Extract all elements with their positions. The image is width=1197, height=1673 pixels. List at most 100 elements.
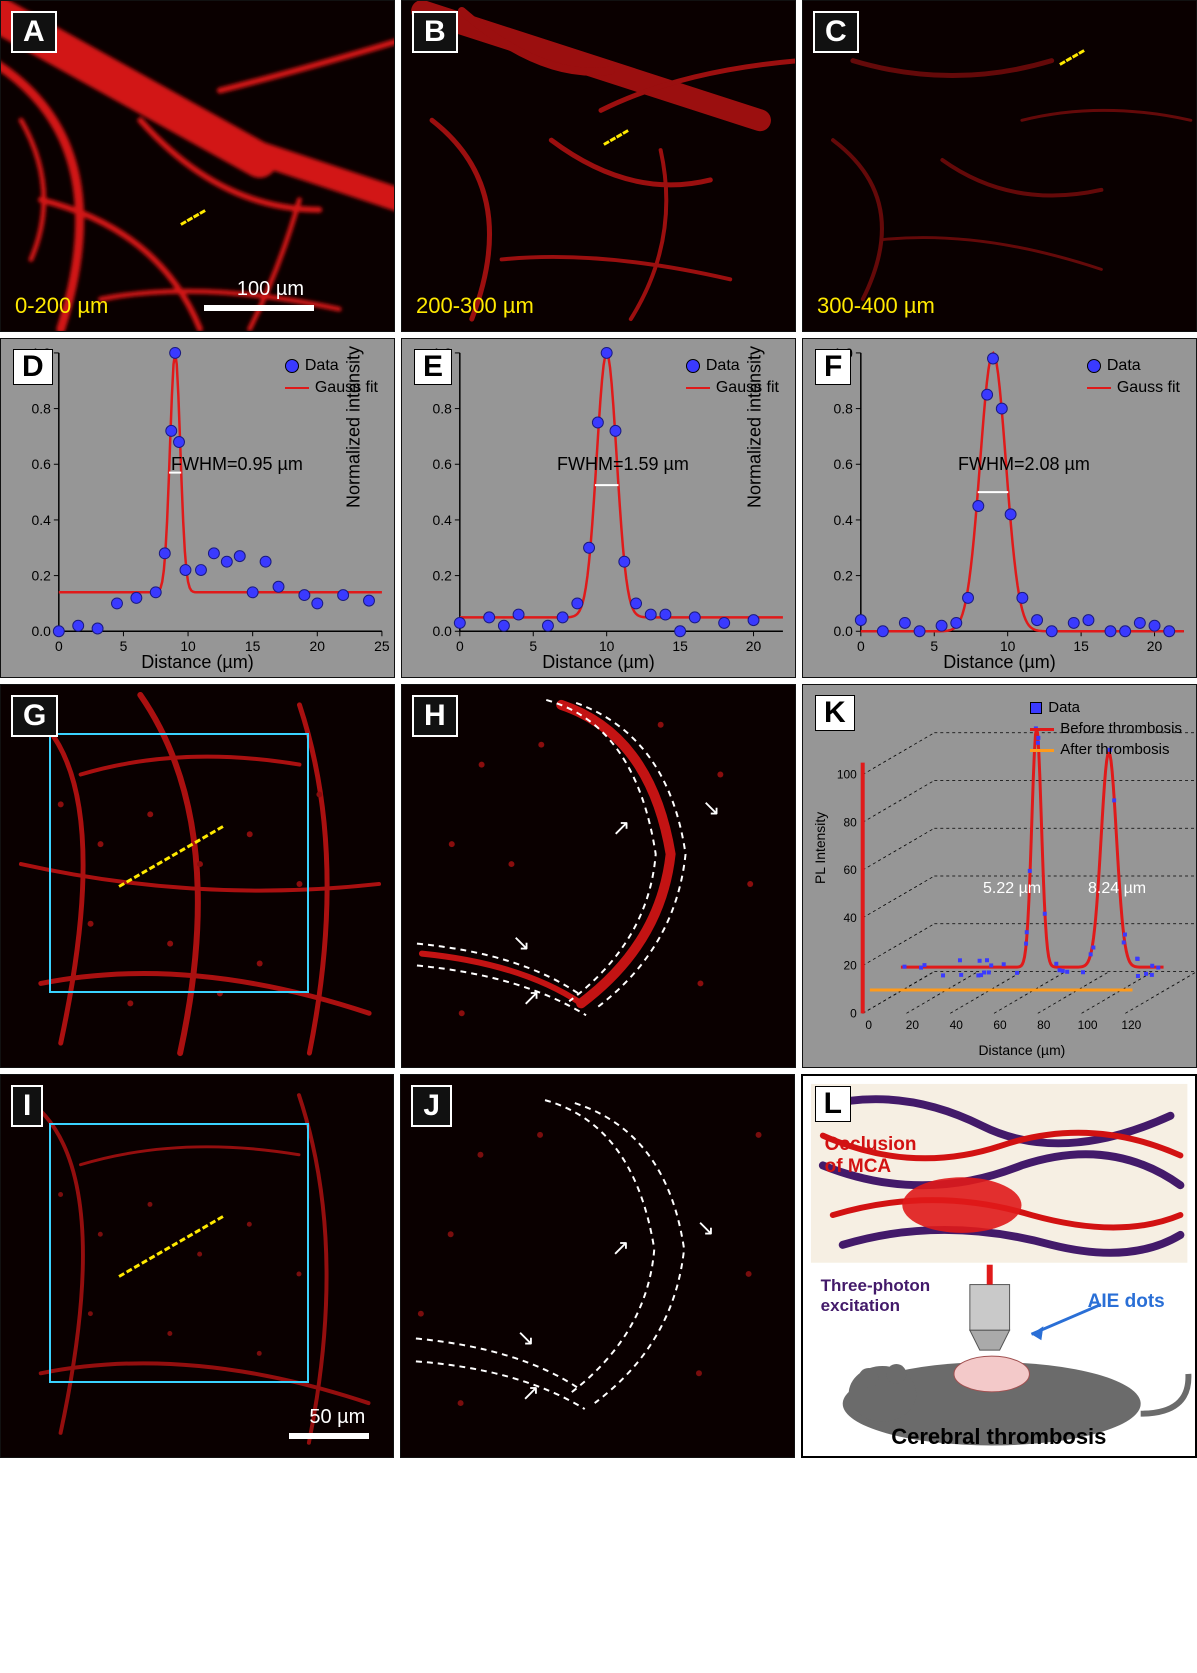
label-aie: AIE dots xyxy=(1088,1291,1165,1313)
panel-K: 020406080100020406080100120PL IntensityD… xyxy=(802,684,1197,1068)
panel-F: 051015200.00.20.40.60.81.0 F Data Gauss … xyxy=(802,338,1197,678)
svg-text:0.6: 0.6 xyxy=(433,456,453,472)
panel-I: I 50 µm xyxy=(0,1074,394,1458)
panel-D: 05101520250.00.20.40.60.81.0 D Data Gaus… xyxy=(0,338,395,678)
label-occlusion: Occlusion of MCA xyxy=(825,1134,935,1178)
svg-text:0.0: 0.0 xyxy=(32,623,52,639)
svg-text:0: 0 xyxy=(55,638,63,654)
arrow-icon: ↗ xyxy=(522,985,540,1011)
panel-letter: A xyxy=(11,11,57,53)
svg-text:5: 5 xyxy=(120,638,128,654)
svg-text:PL Intensity: PL Intensity xyxy=(812,812,828,884)
svg-text:20: 20 xyxy=(746,638,762,654)
legend: Data Before thrombosis After thrombosis xyxy=(1030,697,1182,760)
svg-text:0.4: 0.4 xyxy=(32,512,52,528)
panel-A: A 0-200 µm 100 µm xyxy=(0,0,395,332)
svg-text:80: 80 xyxy=(1037,1018,1051,1032)
panel-letter: F xyxy=(815,349,851,385)
svg-text:0.2: 0.2 xyxy=(433,568,453,584)
panel-E: 051015200.00.20.40.60.81.0 E Data Gauss … xyxy=(401,338,796,678)
legend-before: Before thrombosis xyxy=(1060,720,1182,737)
panel-B: B 200-300 µm xyxy=(401,0,796,332)
depth-label: 300-400 µm xyxy=(817,293,935,319)
svg-text:0.6: 0.6 xyxy=(834,456,854,472)
vasculature-A xyxy=(1,1,394,331)
row-2: 05101520250.00.20.40.60.81.0 D Data Gaus… xyxy=(0,338,1197,678)
row-4: I 50 µm ↘ ↗ ↘ ↗ J xyxy=(0,1074,1197,1458)
panel-letter: G xyxy=(11,695,58,737)
depth-label: 0-200 µm xyxy=(15,293,108,319)
svg-text:20: 20 xyxy=(310,638,326,654)
xlabel: Distance (µm) xyxy=(943,652,1055,673)
depth-label: 200-300 µm xyxy=(416,293,534,319)
scalebar xyxy=(204,305,314,311)
fwhm-label: FWHM=2.08 µm xyxy=(958,454,1090,475)
panel-letter: J xyxy=(411,1085,452,1127)
fwhm-label: FWHM=0.95 µm xyxy=(171,454,303,475)
scalebar-label: 100 µm xyxy=(237,278,304,301)
panel-L: L Occlusion of MCA Three-photon excitati… xyxy=(801,1074,1197,1458)
vasculature-J xyxy=(401,1075,793,1457)
panel-letter: K xyxy=(815,695,855,731)
arrow-icon: ↘ xyxy=(516,1325,534,1351)
roi-box xyxy=(49,733,309,993)
label-caption: Cerebral thrombosis xyxy=(803,1424,1195,1450)
svg-text:20: 20 xyxy=(843,959,857,973)
roi-box xyxy=(49,1123,309,1383)
legend-after: After thrombosis xyxy=(1060,741,1169,758)
panel-letter: B xyxy=(412,11,458,53)
svg-text:0: 0 xyxy=(456,638,464,654)
panel-letter: E xyxy=(414,349,452,385)
arrow-icon: ↘ xyxy=(702,795,720,821)
scalebar-label: 50 µm xyxy=(309,1406,365,1429)
xlabel: Distance (µm) xyxy=(542,652,654,673)
panel-C: C 300-400 µm xyxy=(802,0,1197,332)
legend-data: Data xyxy=(1107,357,1141,374)
scalebar xyxy=(289,1433,369,1439)
svg-text:100: 100 xyxy=(837,768,857,782)
ylabel: Normalized intensity xyxy=(344,346,365,508)
arrow-icon: ↗ xyxy=(521,1380,539,1406)
svg-text:40: 40 xyxy=(843,911,857,925)
svg-text:0.8: 0.8 xyxy=(32,401,52,417)
svg-text:0: 0 xyxy=(865,1018,872,1032)
legend-fit: Gauss fit xyxy=(1117,379,1180,396)
svg-text:0.0: 0.0 xyxy=(433,623,453,639)
panel-letter: H xyxy=(412,695,458,737)
svg-text:0: 0 xyxy=(850,1006,857,1020)
panel-letter: L xyxy=(815,1086,851,1122)
fwhm-1: 5.22 µm xyxy=(983,880,1041,898)
svg-text:5: 5 xyxy=(529,638,537,654)
panel-letter: I xyxy=(11,1085,43,1127)
svg-text:20: 20 xyxy=(1147,638,1163,654)
panel-letter: D xyxy=(13,349,53,385)
svg-text:0.0: 0.0 xyxy=(834,623,854,639)
svg-text:25: 25 xyxy=(374,638,390,654)
svg-text:60: 60 xyxy=(993,1018,1007,1032)
svg-text:0.2: 0.2 xyxy=(834,568,854,584)
svg-text:15: 15 xyxy=(672,638,688,654)
arrow-icon: ↘ xyxy=(512,930,530,956)
ylabel: Normalized intensity xyxy=(745,346,766,508)
figure: A 0-200 µm 100 µm B 200-300 µm xyxy=(0,0,1197,1458)
panel-letter: C xyxy=(813,11,859,53)
vasculature-C xyxy=(803,1,1196,331)
svg-text:0.8: 0.8 xyxy=(834,401,854,417)
svg-text:40: 40 xyxy=(950,1018,964,1032)
svg-text:100: 100 xyxy=(1078,1018,1098,1032)
vasculature-H xyxy=(402,685,795,1067)
legend-data: Data xyxy=(706,357,740,374)
svg-text:120: 120 xyxy=(1121,1018,1141,1032)
svg-text:5: 5 xyxy=(930,638,938,654)
svg-text:0.6: 0.6 xyxy=(32,456,52,472)
svg-text:15: 15 xyxy=(1073,638,1089,654)
svg-text:0.2: 0.2 xyxy=(32,568,52,584)
legend-data: Data xyxy=(305,357,339,374)
svg-text:Distance (µm): Distance (µm) xyxy=(978,1042,1065,1058)
arrow-icon: ↘ xyxy=(696,1215,714,1241)
row-3: G ↘ ↗ xyxy=(0,684,1197,1068)
svg-text:60: 60 xyxy=(843,863,857,877)
arrow-icon: ↗ xyxy=(611,1235,629,1261)
svg-text:0: 0 xyxy=(857,638,865,654)
label-excitation: Three-photon excitation xyxy=(821,1276,951,1316)
